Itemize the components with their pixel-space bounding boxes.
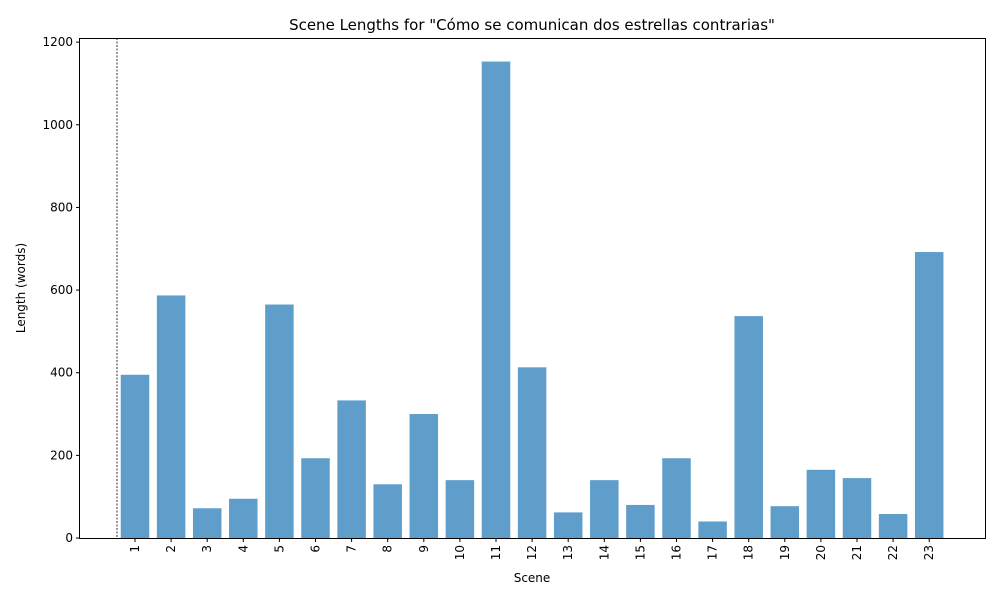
bars-group xyxy=(120,61,944,539)
bar-scene-3 xyxy=(192,508,222,538)
bar-scene-13 xyxy=(553,512,583,538)
x-tick-label: 2 xyxy=(164,545,178,553)
bar-scene-8 xyxy=(373,484,402,538)
x-tick-label: 8 xyxy=(381,545,395,553)
x-tick-label: 14 xyxy=(597,545,611,560)
x-tick-label: 17 xyxy=(706,545,720,560)
y-tick-label: 0 xyxy=(65,531,73,545)
bar-scene-1 xyxy=(120,374,150,538)
bar-scene-18 xyxy=(734,316,763,538)
x-tick-label: 18 xyxy=(742,545,756,560)
x-axis: 1 2 3 4 5 6 7 8 9 10 11 12 13 14 15 16 17 18 19 20 21 22 23 xyxy=(128,538,936,560)
bar-scene-12 xyxy=(517,367,547,538)
x-tick-label: 22 xyxy=(886,545,900,560)
y-tick-label: 600 xyxy=(50,283,73,297)
y-tick-label: 800 xyxy=(50,200,73,214)
y-tick-label: 200 xyxy=(50,448,73,462)
bar-scene-17 xyxy=(698,521,727,538)
bar-scene-22 xyxy=(878,514,908,538)
y-tick-label: 1000 xyxy=(42,118,73,132)
x-tick-label: 6 xyxy=(309,545,323,553)
x-tick-label: 21 xyxy=(850,545,864,560)
bar-scene-14 xyxy=(590,480,619,538)
bar-scene-10 xyxy=(445,480,475,538)
x-tick-label: 13 xyxy=(561,545,575,560)
y-axis-title: Length (words) xyxy=(14,243,28,333)
y-tick-label: 1200 xyxy=(42,35,73,49)
x-tick-label: 4 xyxy=(236,545,250,553)
x-tick-label: 1 xyxy=(128,545,142,553)
chart-title: Scene Lengths for "Cómo se comunican dos… xyxy=(289,16,775,34)
x-tick-label: 16 xyxy=(670,545,684,560)
bar-scene-23 xyxy=(914,252,944,539)
y-tick-label: 400 xyxy=(50,366,73,380)
bar-scene-4 xyxy=(229,498,258,538)
bar-scene-21 xyxy=(842,478,872,538)
bar-scene-15 xyxy=(626,504,655,538)
bar-scene-20 xyxy=(806,469,836,538)
x-tick-label: 23 xyxy=(922,545,936,560)
x-tick-label: 20 xyxy=(814,545,828,560)
bar-scene-9 xyxy=(409,414,439,538)
bar-scene-2 xyxy=(156,295,186,538)
y-axis: 0 200 400 600 800 1000 1200 xyxy=(42,35,80,545)
x-tick-label: 19 xyxy=(778,545,792,560)
x-axis-title: Scene xyxy=(514,571,551,585)
bar-scene-5 xyxy=(265,304,294,538)
bar-scene-19 xyxy=(770,506,800,538)
bar-scene-11 xyxy=(481,61,511,539)
x-tick-label: 5 xyxy=(272,545,286,553)
x-tick-label: 9 xyxy=(417,545,431,553)
x-tick-label: 7 xyxy=(345,545,359,553)
bar-scene-7 xyxy=(337,400,366,538)
x-tick-label: 3 xyxy=(200,545,214,553)
x-tick-label: 10 xyxy=(453,545,467,560)
x-tick-label: 11 xyxy=(489,545,503,560)
bar-scene-6 xyxy=(301,458,330,538)
bar-scene-16 xyxy=(662,458,691,538)
x-tick-label: 15 xyxy=(633,545,647,560)
x-tick-label: 12 xyxy=(525,545,539,560)
